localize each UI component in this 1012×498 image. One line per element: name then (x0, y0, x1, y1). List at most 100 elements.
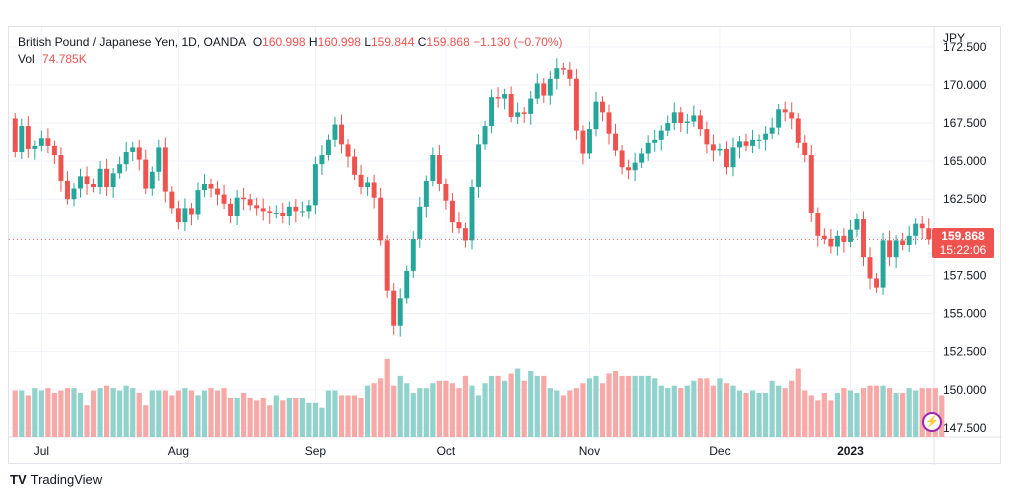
candle-body (861, 219, 866, 258)
candle-body (410, 238, 416, 271)
candle-body (149, 171, 155, 189)
volume-bar (704, 378, 710, 437)
price-tick-label: 147.500 (943, 421, 987, 435)
volume-bar (267, 405, 273, 437)
candle-body (352, 156, 358, 175)
candle-body (143, 159, 149, 189)
time-tick-label: 2023 (837, 444, 864, 458)
candle-body (730, 147, 736, 168)
tradingview-logo[interactable]: TV TradingView (10, 472, 102, 487)
volume-bar (619, 375, 625, 437)
candle-body (652, 139, 658, 143)
candle-body (339, 124, 344, 145)
volume-bar (678, 388, 684, 437)
volume-bar (338, 395, 345, 437)
volume-value: 74.785K (42, 52, 87, 66)
volume-bar (743, 393, 749, 437)
volume-bar (625, 375, 632, 437)
volume-bar (273, 395, 279, 437)
candle-body (867, 257, 873, 279)
candle-body (495, 97, 501, 99)
volume-bar (665, 388, 671, 437)
candle-body (104, 168, 110, 188)
candle-body (573, 78, 579, 131)
volume-bar (599, 383, 606, 437)
candle-body (378, 197, 384, 241)
candle-body (632, 162, 638, 171)
volume-bar (900, 393, 906, 437)
candle-body (834, 235, 840, 247)
candle-body (534, 83, 540, 99)
volume-bar (821, 393, 827, 437)
price-tick-label: 165.000 (943, 154, 987, 168)
candle-body (476, 144, 482, 188)
symbol-title[interactable]: British Pound / Japanese Yen, 1D, OANDA (18, 35, 246, 49)
candle-body (293, 206, 299, 212)
candle-body (299, 211, 305, 213)
volume-bar (854, 393, 860, 437)
close-label: C (417, 35, 427, 49)
candle-body (202, 183, 207, 191)
candle-body (593, 101, 599, 130)
volume-bar (639, 375, 645, 437)
volume-bar (430, 383, 436, 437)
candle-body (358, 174, 364, 188)
volume-bar (456, 388, 462, 437)
candle-body (626, 167, 632, 171)
candle-body (345, 144, 351, 157)
candle-body (247, 199, 253, 206)
candle-body (723, 148, 729, 168)
candle-body (260, 208, 266, 212)
volume-bar (860, 388, 867, 437)
time-tick-label: Oct (437, 444, 456, 458)
candle-body (763, 133, 769, 140)
high-label: H (308, 35, 318, 49)
volume-bar (867, 385, 873, 437)
volume-bar (156, 390, 162, 437)
candle-body (658, 130, 664, 140)
candle-body (489, 97, 495, 127)
flash-icon[interactable]: ⚡ (922, 412, 942, 432)
candle-body (717, 148, 723, 151)
volume-bar (717, 378, 723, 437)
tv-logo-icon: TV (10, 472, 27, 487)
volume-bar (378, 378, 384, 437)
volume-bar (64, 388, 71, 437)
candle-body (841, 235, 847, 242)
candle-body (25, 126, 31, 149)
volume-bar (247, 397, 253, 437)
candle-body (508, 94, 514, 117)
volume-bar (841, 388, 847, 437)
volume-bar (906, 388, 912, 437)
candle-body (782, 109, 788, 113)
candle-body (32, 145, 38, 149)
candle-body (228, 203, 234, 216)
volume-bar (886, 388, 893, 437)
volume-bar (828, 400, 834, 437)
candle-body (319, 155, 325, 165)
time-tick-label: Dec (709, 444, 730, 458)
volume-bar (110, 388, 116, 437)
candle-body (926, 228, 932, 240)
volume-bar (280, 400, 286, 437)
volume-label[interactable]: Vol (18, 52, 35, 66)
candle-body (913, 223, 919, 236)
time-tick-label: Aug (168, 444, 189, 458)
close-value: 159.868 (426, 35, 470, 49)
open-value: 160.998 (262, 35, 306, 49)
volume-bar (730, 385, 736, 437)
volume-bar (606, 373, 612, 437)
price-tick-label: 150.000 (943, 383, 987, 397)
candle-body (874, 278, 880, 288)
candle-body (371, 182, 377, 198)
candle-body (776, 109, 782, 128)
candle-body (312, 164, 318, 206)
volume-bar (358, 397, 364, 437)
brand-name: TradingView (30, 472, 103, 487)
candle-body (332, 124, 338, 140)
candle-body (821, 235, 827, 239)
volume-bar (449, 383, 456, 437)
volume-bar (684, 385, 690, 437)
